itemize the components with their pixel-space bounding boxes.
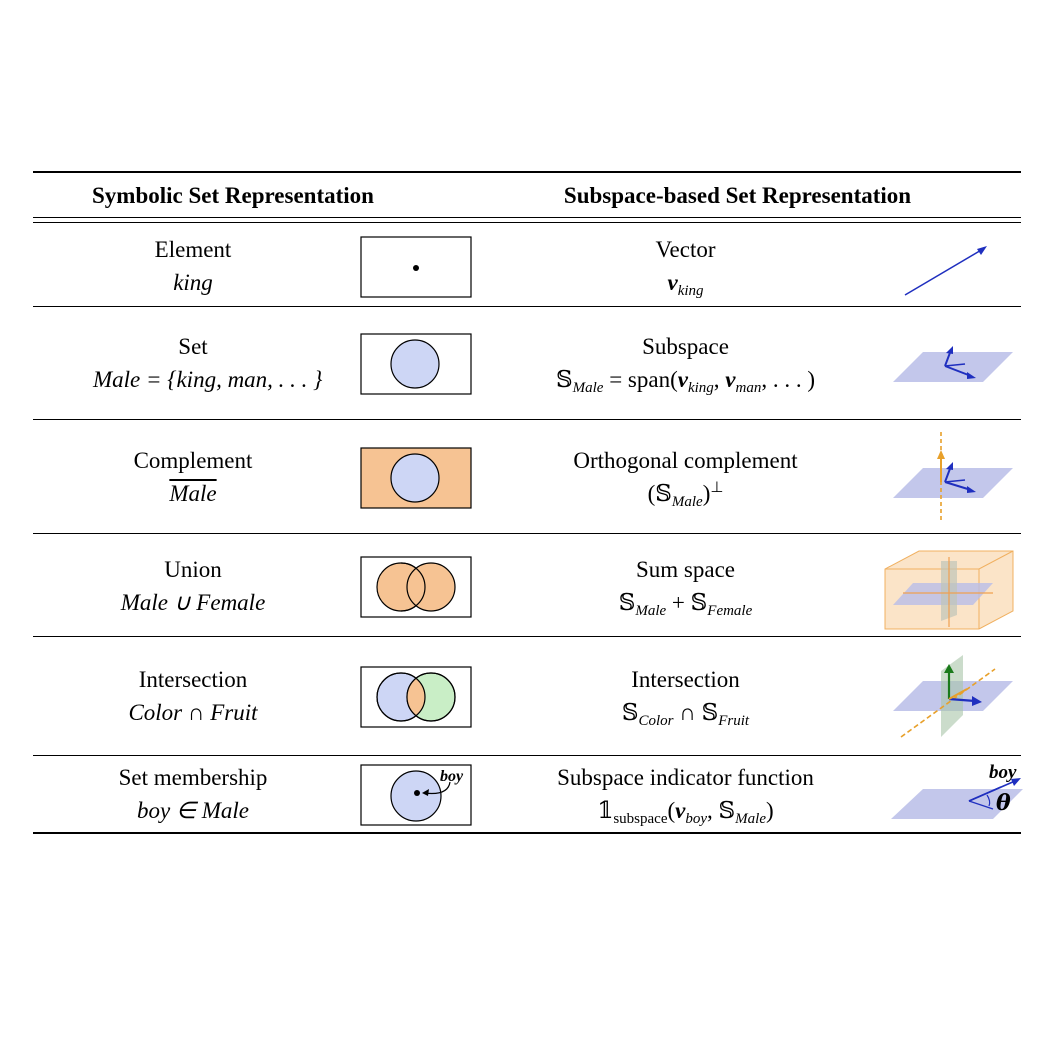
paren-close: ) xyxy=(702,481,711,506)
blackboard-s: 𝕊 xyxy=(621,700,639,726)
row-rule-5 xyxy=(33,755,1021,756)
table-row: Union Male ∪ Female Sum space 𝕊Male + 𝕊F… xyxy=(33,550,1021,633)
orthogonal-complement-figure xyxy=(893,432,1013,522)
vector-arrow-figure xyxy=(904,246,987,296)
table-row: Intersection Color ∩ Fruit Intersection … xyxy=(33,655,1021,743)
vector-symbol: v xyxy=(725,367,736,392)
s-subscript: Male xyxy=(671,494,703,510)
row-right-text: Intersection 𝕊Color ∩ 𝕊Fruit xyxy=(488,663,883,730)
left-expr: king xyxy=(173,270,213,295)
bottom-rule xyxy=(33,832,1021,834)
row-left-text: Set Male = {king, man, . . . } xyxy=(93,330,323,396)
figure-theta-label: θ xyxy=(996,790,1011,816)
comma: , xyxy=(713,367,726,392)
s-subscript: Male xyxy=(572,380,604,396)
left-title: Set xyxy=(178,334,208,359)
left-title: Complement xyxy=(133,448,253,473)
vector-subscript: king xyxy=(677,283,704,299)
right-title: Subspace indicator function xyxy=(557,765,814,790)
row-left-text: Set membership boy ∈ Male xyxy=(93,761,293,827)
row-left-text: Element king xyxy=(93,233,293,299)
vector-symbol: v xyxy=(675,798,686,823)
figure-boy-label: boy xyxy=(989,762,1017,783)
indicator-symbol: 𝟙 xyxy=(597,798,614,824)
left-title: Element xyxy=(154,237,232,262)
row-rule-3 xyxy=(33,533,1021,534)
right-title: Sum space xyxy=(635,557,735,582)
venn-set-diagram xyxy=(360,333,472,395)
table-row: Complement Male Orthogonal complement (𝕊… xyxy=(33,432,1021,524)
blackboard-s: 𝕊 xyxy=(555,367,573,393)
vector-subscript: king xyxy=(687,380,714,396)
venn-complement-diagram xyxy=(360,447,472,509)
s-subscript: Fruit xyxy=(718,713,750,729)
venn-boy-label: boy xyxy=(440,768,464,785)
row-rule-1 xyxy=(33,306,1021,307)
venn-point-diagram xyxy=(360,236,472,298)
header-rule-1 xyxy=(33,217,1021,218)
subspace-plane-figure xyxy=(893,346,1013,382)
row-left-text: Union Male ∪ Female xyxy=(93,553,293,619)
row-rule-4 xyxy=(33,636,1021,637)
table-row: Set membership boy ∈ Male boy Subspace i… xyxy=(33,761,1023,831)
row-right-text: Sum space 𝕊Male + 𝕊Female xyxy=(488,553,883,620)
plus-operator: + xyxy=(666,590,691,615)
left-expr: Male ∪ Female xyxy=(120,590,266,615)
indicator-function-figure: boy θ xyxy=(891,762,1023,819)
perp-superscript: ⊥ xyxy=(710,480,724,496)
blackboard-s: 𝕊 xyxy=(690,590,708,616)
comma: , xyxy=(707,798,719,823)
indicator-subscript: subspace xyxy=(613,811,668,827)
header-right: Subspace-based Set Representation xyxy=(563,183,912,208)
row-right-text: Vector vking xyxy=(488,233,883,299)
row-left-text: Intersection Color ∩ Fruit xyxy=(93,663,293,729)
left-title: Intersection xyxy=(138,667,248,692)
right-title: Vector xyxy=(655,237,716,262)
table-row: Element king Vector vking xyxy=(33,233,1021,303)
span-operator: = span( xyxy=(603,367,678,392)
blackboard-s: 𝕊 xyxy=(618,590,636,616)
left-expr: Male xyxy=(169,481,217,506)
table-row: Set Male = {king, man, . . . } Subspace … xyxy=(33,330,1021,410)
row-right-text: Orthogonal complement (𝕊Male)⊥ xyxy=(488,444,883,511)
vector-subscript: man xyxy=(735,380,762,396)
venn-union-diagram xyxy=(360,556,472,618)
vector-symbol: v xyxy=(677,367,688,392)
left-expr: boy ∈ Male xyxy=(136,798,249,823)
paren-close: ) xyxy=(766,798,774,823)
blackboard-s: 𝕊 xyxy=(701,700,719,726)
row-right-text: Subspace 𝕊Male = span(vking, vman, . . .… xyxy=(488,330,883,397)
row-left-text: Complement Male xyxy=(93,444,293,510)
header-left: Symbolic Set Representation xyxy=(92,183,374,208)
row-right-text: Subspace indicator function 𝟙subspace(vb… xyxy=(488,761,883,828)
left-title: Union xyxy=(164,557,222,582)
venn-intersection-diagram xyxy=(360,666,472,728)
intersection-planes-figure xyxy=(893,655,1013,738)
vector-symbol: v xyxy=(667,270,678,295)
intersection-operator: ∩ xyxy=(673,700,702,725)
span-tail: , . . . ) xyxy=(761,367,816,392)
blackboard-s: 𝕊 xyxy=(718,798,736,824)
s-subscript: Male xyxy=(635,603,667,619)
top-rule xyxy=(33,171,1021,173)
blackboard-s: 𝕊 xyxy=(655,481,672,507)
s-subscript: Male xyxy=(735,811,766,827)
right-title: Intersection xyxy=(631,667,740,692)
paren-open: ( xyxy=(647,481,656,506)
header-rule-2 xyxy=(33,222,1021,223)
paren-open: ( xyxy=(667,798,676,823)
sum-space-cube-figure xyxy=(884,550,1014,630)
left-title: Set membership xyxy=(118,765,268,790)
s-subscript: Female xyxy=(707,603,753,619)
vector-subscript: boy xyxy=(685,811,708,827)
row-rule-2 xyxy=(33,419,1021,420)
left-expr: Color ∩ Fruit xyxy=(128,700,258,725)
right-title: Orthogonal complement xyxy=(573,448,798,473)
venn-membership-diagram: boy xyxy=(360,764,472,826)
s-subscript: Color xyxy=(638,713,674,729)
left-expr: Male = {king, man, . . . } xyxy=(93,367,323,392)
right-title: Subspace xyxy=(642,334,729,359)
